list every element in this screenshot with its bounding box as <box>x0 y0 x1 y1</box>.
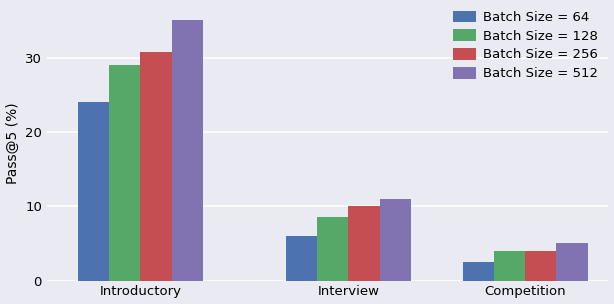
Bar <box>494 251 525 281</box>
Bar <box>109 65 141 281</box>
Bar <box>463 262 494 281</box>
Bar <box>379 199 411 281</box>
Y-axis label: Pass@5 (%): Pass@5 (%) <box>6 102 20 184</box>
Bar <box>317 217 349 281</box>
Bar <box>286 236 317 281</box>
Bar <box>141 52 172 281</box>
Bar <box>349 206 379 281</box>
Bar <box>78 102 109 281</box>
Bar <box>172 20 203 281</box>
Bar <box>525 251 556 281</box>
Bar <box>556 244 588 281</box>
Legend: Batch Size = 64, Batch Size = 128, Batch Size = 256, Batch Size = 512: Batch Size = 64, Batch Size = 128, Batch… <box>449 7 602 84</box>
